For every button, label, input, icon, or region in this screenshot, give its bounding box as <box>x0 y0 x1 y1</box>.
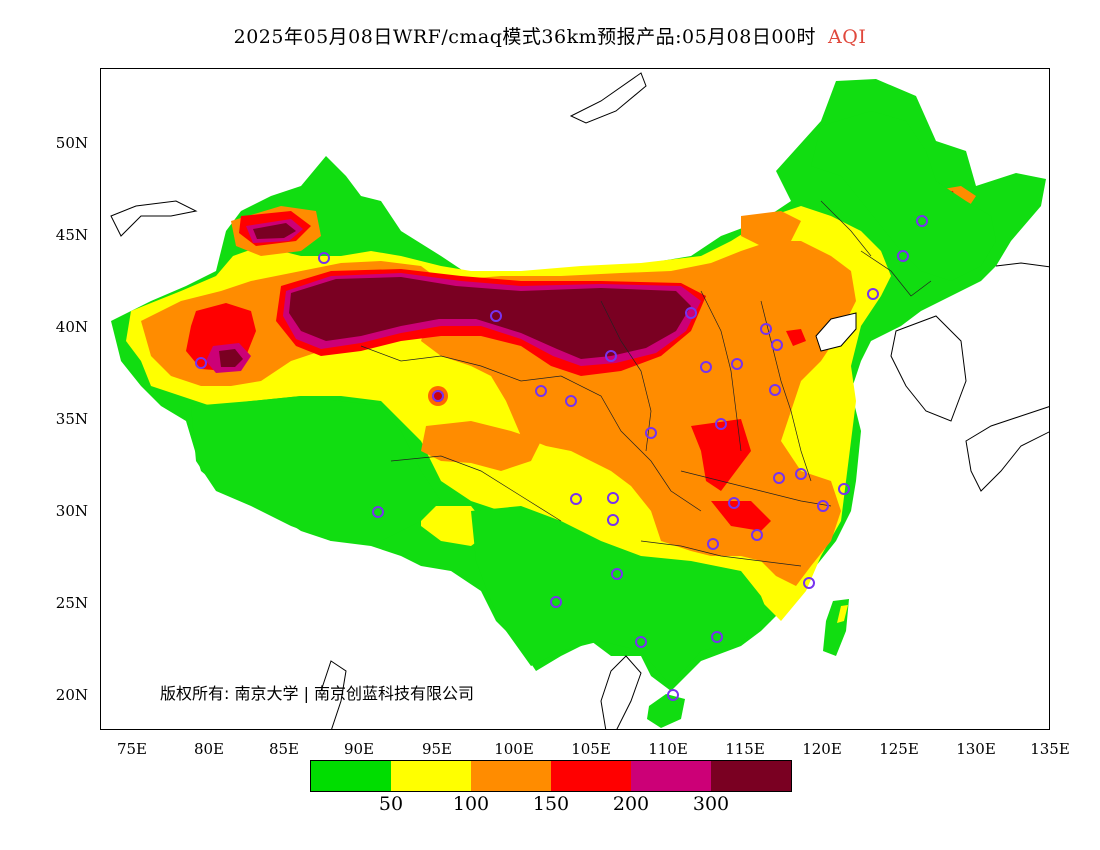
aqi-map <box>100 68 1050 730</box>
lat-label-30n: 30N <box>55 502 88 520</box>
legend-label-50: 50 <box>378 793 404 815</box>
legend-swatch-unhealthy <box>551 761 631 791</box>
aqi-zone-unhealthy-hubei <box>691 419 751 491</box>
aqi-zone-good-northeast <box>811 111 996 281</box>
lat-label-40n: 40N <box>55 318 88 336</box>
lon-label-110e: 110E <box>648 740 688 758</box>
coastline-india <box>320 660 347 729</box>
lon-label-115e: 115E <box>725 740 765 758</box>
legend-label-100: 100 <box>452 793 490 815</box>
lon-label-125e: 125E <box>879 740 919 758</box>
legend-label-300: 300 <box>692 793 730 815</box>
lon-label-120e: 120E <box>802 740 842 758</box>
legend-label-150: 150 <box>532 793 570 815</box>
aqi-zone-hazardous-kashgar <box>219 349 243 367</box>
aqi-zone-good-tibet <box>191 396 441 541</box>
aqi-zone-unhealthy-tianjin <box>786 329 806 346</box>
map-title: 2025年05月08日WRF/cmaq模式36km预报产品:05月08日00时 A… <box>0 22 1100 49</box>
aqi-map-svg <box>110 72 1049 729</box>
coastline-vietnam <box>600 655 642 729</box>
lon-label-130e: 130E <box>956 740 996 758</box>
legend-swatch-hazardous <box>711 761 791 791</box>
aqi-spot-unhealthy-qinghai <box>428 386 448 406</box>
lon-label-105e: 105E <box>571 740 611 758</box>
taiwan-yellow <box>837 605 848 623</box>
copyright-text: 版权所有: 南京大学 | 南京创蓝科技有限公司 <box>160 684 475 703</box>
aqi-legend-bar <box>310 760 792 792</box>
coastline-russia-far-east <box>995 262 1049 268</box>
aqi-zone-hazardous <box>289 277 691 359</box>
legend-swatch-very-unhealthy <box>631 761 711 791</box>
aqi-zone-unhealthy-hunan <box>711 501 771 531</box>
title-variable: AQI <box>828 26 867 48</box>
lon-label-95e: 95E <box>421 740 453 758</box>
hainan <box>647 694 685 728</box>
lon-label-75e: 75E <box>116 740 148 758</box>
lat-label-25n: 25N <box>55 594 88 612</box>
legend-swatch-good <box>311 761 391 791</box>
lon-label-85e: 85E <box>268 740 300 758</box>
lon-label-90e: 90E <box>343 740 375 758</box>
coastline-bohai <box>815 312 857 352</box>
aqi-zone-hazardous-xj <box>253 223 296 239</box>
province-boundaries <box>360 200 932 567</box>
coastline-caspian <box>110 200 198 237</box>
lon-label-135e: 135E <box>1030 740 1070 758</box>
legend-label-200: 200 <box>612 793 650 815</box>
legend-swatch-moderate <box>391 761 471 791</box>
legend-swatch-usg <box>471 761 551 791</box>
lat-label-50n: 50N <box>55 134 88 152</box>
aqi-zone-good-southwest <box>471 506 771 686</box>
lat-label-35n: 35N <box>55 410 88 428</box>
coastline-japan <box>965 406 1049 492</box>
station-markers <box>195 215 928 701</box>
coastline-korea <box>890 315 967 422</box>
aqi-zone-usg-north <box>741 211 801 246</box>
lat-label-45n: 45N <box>55 226 88 244</box>
lon-label-100e: 100E <box>494 740 534 758</box>
aqi-zone-usg-sichuan <box>421 421 541 471</box>
title-text: 2025年05月08日WRF/cmaq模式36km预报产品:05月08日00时 <box>233 26 817 48</box>
coastline-lake-baikal <box>569 72 647 124</box>
lon-label-80e: 80E <box>193 740 225 758</box>
lat-label-20n: 20N <box>55 686 88 704</box>
